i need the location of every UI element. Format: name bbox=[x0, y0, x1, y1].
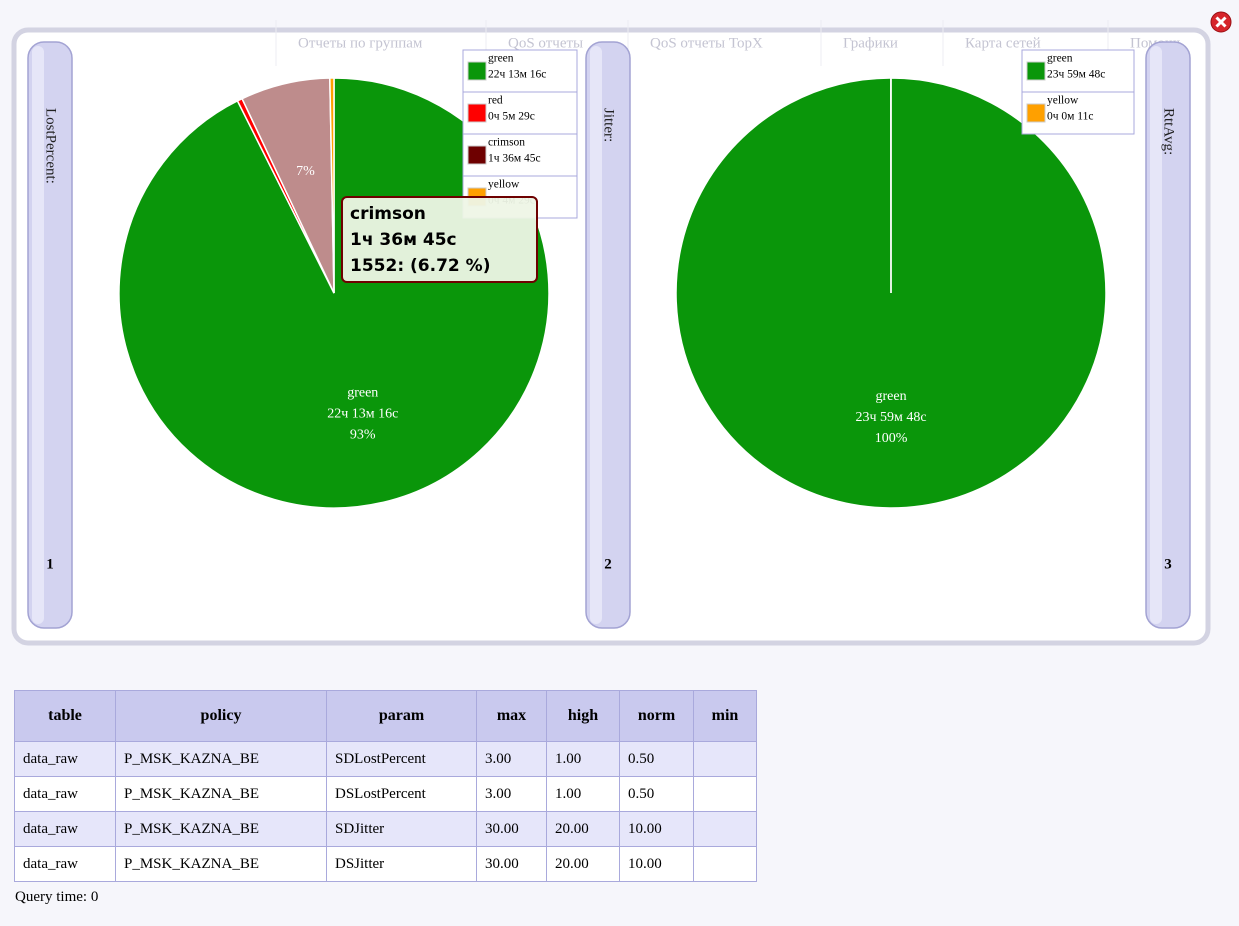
table-cell: 3.00 bbox=[476, 776, 547, 812]
close-x bbox=[1215, 16, 1227, 28]
tooltip-title: crimson bbox=[350, 204, 426, 224]
table-cell: 0.50 bbox=[619, 776, 694, 812]
policy-table: table policy param max high norm min data_raw P_… bbox=[14, 690, 757, 882]
tooltip-line: 1ч 36м 45с bbox=[350, 230, 457, 250]
nav-item[interactable]: Графики bbox=[843, 35, 898, 51]
legend-swatch bbox=[1026, 103, 1046, 123]
pie-slice bbox=[329, 77, 335, 294]
legend-name: crimson bbox=[488, 137, 525, 149]
table-cell: data_raw bbox=[14, 776, 116, 812]
tab-highlight bbox=[1150, 46, 1162, 624]
legend-swatch bbox=[1026, 61, 1046, 81]
table-cell: DSLostPercent bbox=[326, 776, 477, 812]
slice-label: 22ч 13м 16с bbox=[327, 407, 398, 422]
close-button[interactable] bbox=[1210, 11, 1232, 33]
column-header: norm bbox=[619, 690, 694, 742]
table-cell: P_MSK_KAZNA_BE bbox=[115, 846, 327, 882]
legend-duration: 0ч 5м 29с bbox=[488, 111, 535, 123]
nav-item[interactable]: QoS отчеты TopX bbox=[650, 35, 763, 51]
table-cell: SDJitter bbox=[326, 811, 477, 847]
legend-duration: 23ч 59м 48с bbox=[1047, 69, 1105, 81]
table-cell: 30.00 bbox=[476, 846, 547, 882]
table-cell: 20.00 bbox=[546, 846, 620, 882]
table-cell bbox=[693, 741, 757, 777]
report-panel: Отчеты по группам QoS отчеты QoS отчеты To… bbox=[11, 11, 1232, 646]
table-cell: 10.00 bbox=[619, 846, 694, 882]
column-header: policy bbox=[115, 690, 327, 742]
table-cell bbox=[693, 846, 757, 882]
slice-label: green bbox=[875, 389, 906, 404]
tab-highlight bbox=[590, 46, 602, 624]
nav-item[interactable]: QoS отчеты bbox=[508, 35, 583, 51]
legend-name: yellow bbox=[488, 179, 520, 191]
table-cell: P_MSK_KAZNA_BE bbox=[115, 811, 327, 847]
tab-number: 2 bbox=[604, 556, 612, 572]
legend-duration: 22ч 13м 16с bbox=[488, 69, 546, 81]
table-cell: SDLostPercent bbox=[326, 741, 477, 777]
table-cell: 1.00 bbox=[546, 776, 620, 812]
table-cell: 1.00 bbox=[546, 741, 620, 777]
slice-label: 23ч 59м 48с bbox=[855, 410, 926, 425]
legend-duration: 1ч 36м 45с bbox=[488, 153, 541, 165]
table-cell: P_MSK_KAZNA_BE bbox=[115, 741, 327, 777]
slice-label: 100% bbox=[875, 431, 908, 446]
slice-label: 7% bbox=[296, 164, 315, 179]
table-cell bbox=[693, 811, 757, 847]
table-cell: 20.00 bbox=[546, 811, 620, 847]
legend-name: red bbox=[488, 95, 503, 107]
column-header: high bbox=[546, 690, 620, 742]
tab-label: Jitter: bbox=[601, 108, 617, 142]
column-header: param bbox=[326, 690, 477, 742]
legend-row bbox=[1021, 49, 1135, 93]
table-cell: data_raw bbox=[14, 741, 116, 777]
nav-item[interactable]: Карта сетей bbox=[965, 35, 1041, 51]
column-header: table bbox=[14, 690, 116, 742]
column-header: min bbox=[693, 690, 757, 742]
legend-name: yellow bbox=[1047, 95, 1079, 107]
legend-swatch bbox=[467, 103, 487, 123]
slice-label: 93% bbox=[350, 428, 376, 443]
tooltip-line: 1552: (6.72 %) bbox=[350, 256, 490, 276]
legend-duration: 0ч 0м 11с bbox=[1047, 111, 1094, 123]
table-cell: 30.00 bbox=[476, 811, 547, 847]
table-cell: 0.50 bbox=[619, 741, 694, 777]
legend-name: green bbox=[488, 53, 514, 65]
slice-label: green bbox=[347, 386, 378, 401]
tab-number: 3 bbox=[1164, 556, 1172, 572]
tooltip-box bbox=[341, 196, 538, 283]
legend-swatch bbox=[467, 145, 487, 165]
legend-name: green bbox=[1047, 53, 1073, 65]
tab-label: LostPercent: bbox=[43, 108, 59, 184]
table-cell: 3.00 bbox=[476, 741, 547, 777]
tab-number: 1 bbox=[46, 556, 54, 572]
query-time: Query time: 0 bbox=[15, 889, 99, 905]
tab-highlight bbox=[32, 46, 44, 624]
tab-label: RttAvg: bbox=[1161, 108, 1177, 155]
table-cell: 10.00 bbox=[619, 811, 694, 847]
legend-swatch bbox=[467, 61, 487, 81]
table-cell: data_raw bbox=[14, 846, 116, 882]
table-cell: data_raw bbox=[14, 811, 116, 847]
table-cell: DSJitter bbox=[326, 846, 477, 882]
nav-item[interactable]: Отчеты по группам bbox=[298, 35, 423, 51]
table-cell: P_MSK_KAZNA_BE bbox=[115, 776, 327, 812]
table-cell bbox=[693, 776, 757, 812]
column-header: max bbox=[476, 690, 547, 742]
